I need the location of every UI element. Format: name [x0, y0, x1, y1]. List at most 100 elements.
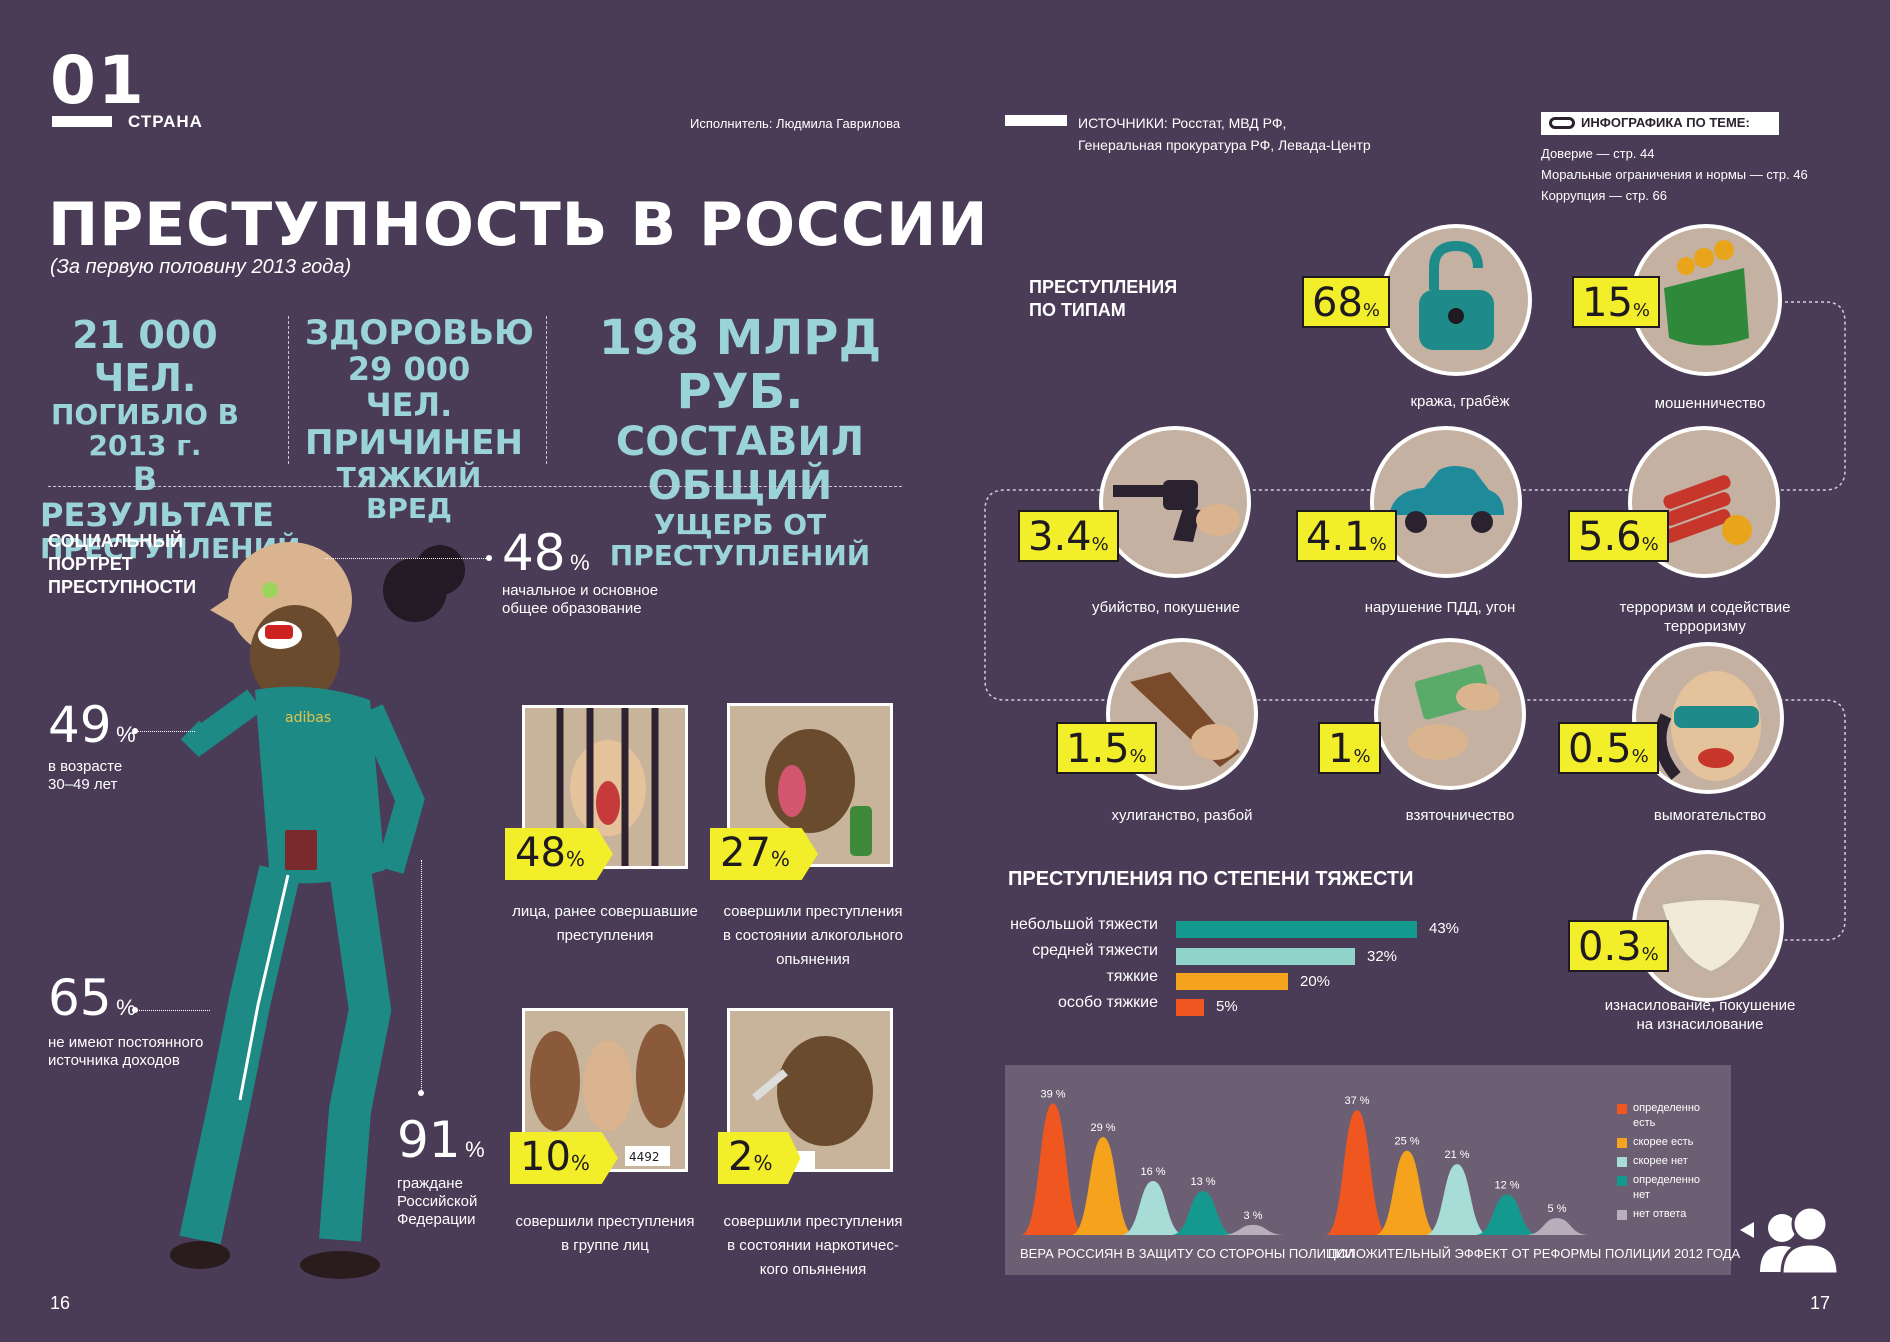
crime-label: вымогательство [1610, 806, 1810, 825]
crime-label: терроризм и содействие терроризму [1600, 598, 1810, 636]
legend-swatch [1617, 1138, 1627, 1148]
value: 48 [515, 830, 566, 876]
stat-line: В РЕЗУЛЬТАТЕ [40, 459, 274, 534]
unit: % [1632, 300, 1651, 321]
label-line: взяточничество [1405, 807, 1515, 824]
label-line: убийство, покушение [1092, 599, 1240, 616]
fact-age: 49 % [48, 700, 136, 750]
leader-dot [132, 1007, 138, 1013]
caption-line: совершили преступления [723, 903, 903, 920]
fact-line: не имеют постоянного [48, 1034, 204, 1051]
value: 1.5 [1066, 726, 1130, 772]
circle-theft [1380, 224, 1532, 376]
legend-item: нет ответа [1617, 1207, 1700, 1222]
label-line: кража, грабёж [1410, 393, 1510, 410]
section-number: 01 [50, 42, 146, 119]
value-badge: 3.4% [1018, 510, 1119, 562]
label-line: вымогательство [1653, 807, 1767, 824]
fact-income: 65 % [48, 973, 136, 1023]
legend-label: скорее есть [1633, 1136, 1694, 1148]
title-line: ПРЕСТУПНОСТИ [48, 577, 197, 597]
caption-line: совершили преступления [515, 1213, 695, 1230]
related-link[interactable]: Коррупция — стр. 66 [1541, 188, 1667, 203]
leader-dot [486, 555, 492, 561]
connector-path [984, 301, 1846, 941]
unit: % [1369, 534, 1387, 555]
data-label: 39 % [1040, 1088, 1065, 1100]
value-badge: 4.1% [1296, 510, 1397, 562]
related-link[interactable]: Моральные ограничения и нормы — стр. 46 [1541, 167, 1808, 182]
panel-caption: лица, ранее совершавшие преступления [505, 900, 705, 948]
value-badge: 68% [1302, 276, 1391, 328]
fact-unit: % [116, 995, 136, 1020]
fact-line: Российской [397, 1193, 478, 1210]
fact-value: 65 [48, 969, 112, 1027]
title-line: ПОРТРЕТ [48, 554, 133, 574]
circle-hooliganism [1106, 638, 1258, 790]
fact-income-text: не имеют постоянного источника доходов [48, 1034, 203, 1070]
value: 0.3 [1578, 924, 1642, 970]
severity-bar [1176, 973, 1288, 990]
unit: % [753, 1151, 773, 1175]
leader-dot [132, 728, 138, 734]
fact-line: общее образование [502, 600, 642, 617]
distribution-peak [1325, 1110, 1389, 1235]
distribution-peak [1475, 1194, 1539, 1235]
revolver-icon [1113, 480, 1240, 542]
legend-swatch [1617, 1176, 1627, 1186]
stat-damage: 198 МЛРД РУБ. СОСТАВИЛ ОБЩИЙ УЩЕРБ ОТ ПР… [565, 311, 915, 573]
fact-unit: % [116, 722, 136, 747]
severity-label: тяжкие [1106, 968, 1158, 985]
caption-line: кого опьянения [759, 1261, 867, 1278]
leader-dot [418, 1090, 424, 1096]
value-badge: 1% [1318, 722, 1381, 774]
fact-line: источника доходов [48, 1052, 180, 1069]
value: 10 [520, 1134, 571, 1180]
legend-item: скорее есть [1617, 1135, 1700, 1150]
legend-line: определенно [1633, 1174, 1701, 1186]
panel-caption: совершили преступления в состоянии нарко… [713, 1210, 913, 1282]
value-badge: 5.6% [1568, 510, 1669, 562]
fact-line: Федерации [397, 1211, 476, 1228]
page-subtitle: (За первую половину 2013 года) [50, 256, 352, 278]
leader-line [135, 1010, 210, 1011]
label-line: терроризму [1664, 618, 1746, 635]
dynamite-icon [1663, 475, 1752, 545]
value: 4.1 [1306, 514, 1370, 560]
tag-number: 4492 [629, 1150, 660, 1164]
legend-line: есть [1633, 1117, 1656, 1129]
unit: % [770, 847, 790, 871]
legend-item: скорее нет [1617, 1154, 1700, 1169]
crime-label: мошенничество [1610, 394, 1810, 413]
value-badge: 0.5% [1558, 722, 1659, 774]
legend-label: определенно нет [1633, 1173, 1700, 1203]
distribution-peak [1071, 1137, 1135, 1235]
stat-line: ЗДОРОВЬЮ [305, 313, 534, 353]
distribution-peak [1121, 1181, 1185, 1235]
fact-citizenship-text: граждане Российской Федерации [397, 1175, 477, 1229]
unit: % [1129, 746, 1147, 767]
caption-line: в состоянии алкогольного [722, 927, 904, 944]
label-line: изнасилование, покушение [1604, 997, 1796, 1014]
data-label: 25 % [1394, 1136, 1419, 1148]
caption-line: опьянения [776, 951, 850, 968]
horizontal-divider [48, 486, 902, 487]
distribution-peak [1021, 1103, 1085, 1235]
crime-label: взяточничество [1360, 806, 1560, 825]
fact-line: граждане [397, 1175, 463, 1192]
title-line: ПО ТИПАМ [1029, 300, 1126, 320]
crime-label: изнасилование, покушение на изнасиловани… [1590, 996, 1810, 1034]
unit: % [570, 1151, 590, 1175]
panel-caption: совершили преступления в состоянии алког… [713, 900, 913, 972]
value: 3.4 [1028, 514, 1092, 560]
caption-line: в группе лиц [561, 1237, 649, 1254]
related-link[interactable]: Доверие — стр. 44 [1541, 146, 1655, 161]
caption-line: лица, ранее совершавшие [512, 903, 698, 920]
criminal-illustration: adibas [170, 542, 465, 1279]
stat-line: УЩЕРБ ОТ ПРЕСТУПЛЕНИЙ [609, 508, 871, 573]
title-line: ПРЕСТУПЛЕНИЯ [1029, 277, 1178, 297]
severity-title: ПРЕСТУПЛЕНИЯ ПО СТЕПЕНИ ТЯЖЕСТИ [1008, 868, 1414, 890]
unit: % [1641, 534, 1659, 555]
fact-age-text: в возрасте 30–49 лет [48, 758, 122, 794]
page-title: ПРЕСТУПНОСТЬ В РОССИИ [48, 190, 989, 260]
